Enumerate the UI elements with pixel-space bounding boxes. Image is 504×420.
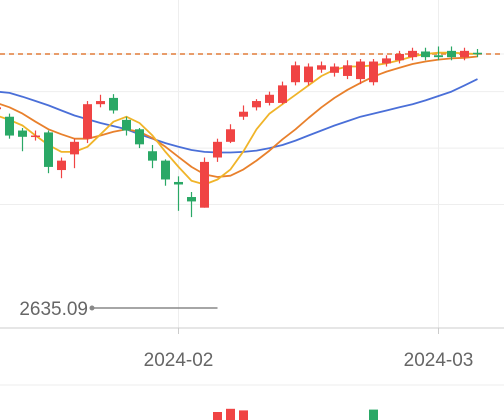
- candle-up: [252, 99, 261, 111]
- candle-down: [161, 159, 170, 186]
- candle-body: [200, 161, 209, 208]
- low-annotation-dot: [89, 305, 95, 311]
- candle-up: [70, 138, 79, 169]
- candle-up: [265, 91, 274, 106]
- candle-up: [356, 59, 365, 85]
- candle-body: [161, 160, 170, 180]
- candle-body: [382, 58, 391, 64]
- candle-down: [174, 176, 183, 211]
- candle-up: [408, 47, 417, 61]
- candle-body: [252, 101, 261, 108]
- candle-body: [460, 50, 469, 58]
- candle-body: [122, 119, 131, 131]
- candle-layer: [0, 46, 482, 218]
- candle-body: [5, 116, 14, 136]
- candle-up: [278, 81, 287, 105]
- annotation-layer: 2635.09: [19, 299, 218, 320]
- candle-body: [135, 129, 144, 145]
- candle-up: [96, 94, 105, 108]
- candle-up: [57, 157, 66, 179]
- candle-up: [330, 63, 339, 77]
- candle-body: [70, 141, 79, 155]
- candle-body: [109, 97, 118, 111]
- candle-down: [135, 128, 144, 149]
- volume-bar: [239, 410, 248, 420]
- candle-body: [57, 160, 66, 171]
- candle-body: [265, 94, 274, 103]
- candle-down: [148, 144, 157, 169]
- candle-down: [447, 46, 456, 61]
- candle-body: [96, 101, 105, 105]
- candle-body: [83, 104, 92, 139]
- candle-body: [369, 61, 378, 83]
- candle-body: [239, 111, 248, 117]
- candle-body: [148, 151, 157, 161]
- ma5-line: [0, 51, 478, 186]
- candle-body: [0, 107, 1, 110]
- candle-up: [460, 47, 469, 61]
- volume-bar: [226, 408, 235, 420]
- candle-body: [317, 65, 326, 70]
- candle-body: [473, 52, 482, 55]
- candle-up: [369, 59, 378, 86]
- candle-body: [356, 61, 365, 80]
- candle-body: [304, 66, 313, 83]
- candle-down: [109, 94, 118, 114]
- candle-down: [18, 128, 27, 152]
- candle-body: [447, 50, 456, 58]
- moving-average-layer: [0, 51, 478, 186]
- candle-up: [213, 138, 222, 162]
- volume-bar: [213, 412, 222, 420]
- candle-down: [421, 47, 430, 61]
- candle-down: [434, 46, 443, 61]
- candle-body: [31, 135, 40, 138]
- volume-layer: [0, 384, 504, 420]
- candle-body: [408, 50, 417, 58]
- candle-up: [226, 124, 235, 144]
- candle-body: [330, 66, 339, 73]
- candle-up: [382, 55, 391, 67]
- candle-body: [343, 65, 352, 76]
- x-axis: 2024-02 2024-03: [0, 327, 504, 371]
- candle-up: [343, 60, 352, 80]
- candle-down: [122, 116, 131, 136]
- candle-up: [395, 50, 404, 64]
- candle-up: [317, 61, 326, 73]
- candle-down: [5, 113, 14, 139]
- x-tick-label: 2024-02: [144, 350, 214, 371]
- candle-down: [44, 130, 53, 174]
- candle-down: [187, 192, 196, 218]
- candle-up: [0, 107, 1, 110]
- ma20-line: [0, 78, 478, 154]
- ma10-line: [0, 55, 478, 178]
- candle-up: [291, 61, 300, 86]
- candle-body: [174, 181, 183, 185]
- volume-bar: [369, 409, 378, 420]
- candle-body: [213, 141, 222, 158]
- candle-up: [200, 157, 209, 208]
- candle-body: [291, 65, 300, 83]
- candle-up: [83, 101, 92, 144]
- candle-body: [44, 132, 53, 167]
- candle-body: [18, 130, 27, 137]
- x-tick-label: 2024-03: [404, 350, 474, 371]
- candle-body: [226, 129, 235, 142]
- candle-body: [434, 55, 443, 58]
- candle-up: [304, 63, 313, 86]
- candle-body: [187, 197, 196, 202]
- candle-up: [31, 130, 40, 141]
- candle-up: [239, 105, 248, 120]
- candle-body: [421, 51, 430, 58]
- candle-down: [473, 48, 482, 58]
- low-annotation-label: 2635.09: [19, 299, 88, 320]
- candle-body: [395, 54, 404, 61]
- candle-body: [278, 85, 287, 103]
